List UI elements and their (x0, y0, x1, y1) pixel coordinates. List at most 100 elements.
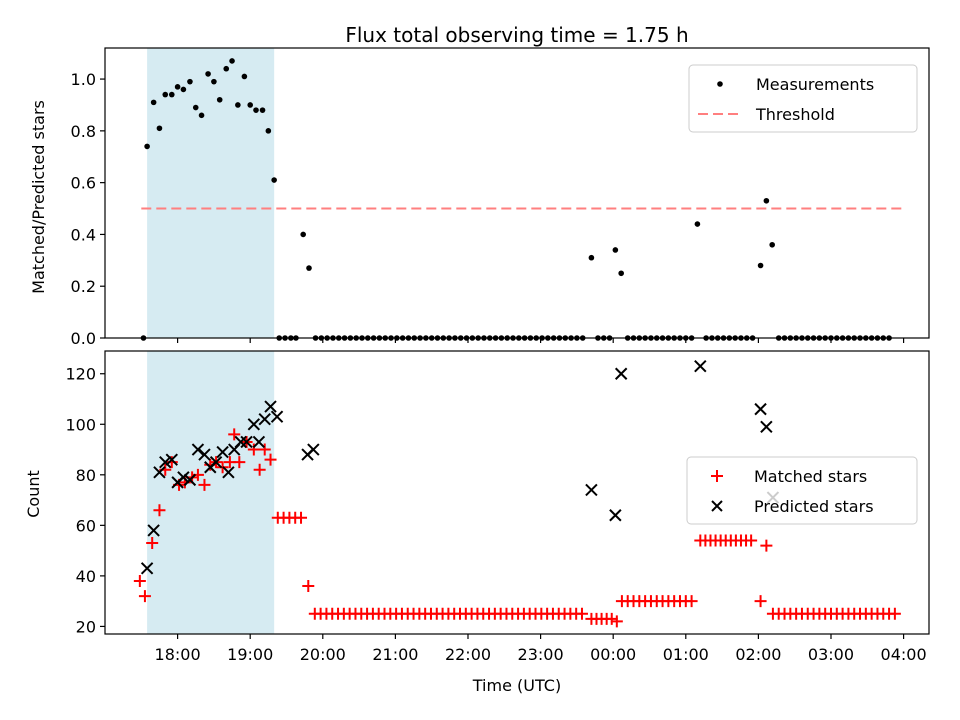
measurement-point (235, 102, 241, 108)
predicted-star-point (234, 435, 247, 449)
bottom-x-tick-label: 23:00 (518, 645, 564, 664)
top-y-tick-label: 0.2 (71, 277, 96, 296)
top-x-ticks (176, 338, 905, 343)
measurement-point (223, 65, 230, 72)
matched-star-point (575, 607, 588, 620)
measurement-point (156, 125, 163, 132)
predicted-star-point (585, 483, 598, 497)
matched-star-point (153, 504, 166, 517)
bottom-y-tick-label: 40 (76, 567, 96, 586)
matched-star-point (138, 590, 151, 603)
measurement-point (265, 128, 272, 134)
measurement-point (259, 107, 266, 113)
measurement-point (198, 112, 205, 119)
legend-measurements-label: Measurements (756, 75, 874, 94)
top-panel: 0.0 0.2 0.4 0.6 0.8 1.0 Matched/Predicted sta… (29, 47, 930, 348)
legend-threshold-label: Threshold (755, 105, 835, 124)
measurement-point (247, 102, 253, 108)
bottom-x-tick-label: 18:00 (155, 645, 201, 664)
legend-predicted-label: Predicted stars (754, 497, 874, 516)
measurement-point (174, 84, 181, 90)
predicted-star-point (183, 473, 197, 487)
predicted-star-point (258, 413, 271, 426)
bottom-x-tick-label: 21:00 (372, 645, 418, 664)
bottom-y-tick-label: 100 (65, 415, 96, 434)
matched-star-point (253, 463, 266, 476)
predicted-star-point (694, 359, 707, 373)
predicted-star-point (252, 435, 266, 449)
top-y-tick-label: 0.4 (71, 225, 96, 244)
predicted-star-point (240, 435, 253, 449)
bottom-x-tick-label: 20:00 (300, 645, 346, 664)
measurement-point (306, 265, 312, 271)
measurement-point (216, 96, 223, 103)
bottom-y-axis-label: Count (24, 470, 43, 518)
predicted-star-point (147, 524, 160, 537)
bottom-predicted-stars (140, 359, 780, 575)
bottom-x-tick-label: 00:00 (590, 645, 636, 664)
bottom-x-tick-label: 19:00 (227, 645, 273, 664)
matched-star-point (685, 595, 698, 608)
predicted-star-point (153, 466, 166, 479)
matched-star-point (228, 428, 241, 441)
measurement-point (588, 254, 595, 261)
predicted-star-point (140, 562, 154, 575)
measurement-point (180, 86, 187, 93)
predicted-star-point (177, 471, 190, 484)
matched-star-point (264, 453, 277, 466)
matched-star-point (233, 456, 246, 469)
matched-star-point (754, 595, 767, 608)
matched-star-point (165, 456, 178, 469)
matched-star-point (610, 615, 623, 628)
top-y-axis-label: Matched/Predicted stars (29, 100, 48, 294)
measurement-point (253, 107, 259, 113)
top-measurements (140, 58, 892, 341)
predicted-star-point (247, 418, 261, 431)
matched-star-point (295, 511, 308, 524)
bottom-matched-stars (133, 428, 901, 628)
bottom-x-ticks: 18:00 19:00 20:00 21:00 22:00 23:00 00:00 01:00… (155, 634, 927, 664)
predicted-star-point (270, 410, 284, 423)
predicted-star-point (760, 420, 773, 434)
predicted-star-point (609, 509, 622, 522)
measurement-point (769, 241, 775, 248)
top-y-ticks: 0.0 0.2 0.4 0.6 0.8 1.0 (71, 70, 105, 348)
matched-star-point (198, 478, 211, 491)
matched-star-point (760, 539, 773, 552)
measurement-point (757, 262, 764, 269)
predicted-star-point (222, 466, 235, 479)
matched-star-point (605, 612, 618, 625)
predicted-star-point (165, 453, 178, 466)
predicted-star-point (191, 443, 205, 456)
measurement-point (211, 78, 217, 85)
measurement-point (168, 91, 175, 98)
bottom-shaded-span (147, 351, 275, 634)
bottom-y-tick-label: 20 (76, 617, 96, 636)
matched-star-point (146, 537, 159, 550)
matched-star-point (745, 534, 758, 547)
predicted-star-point (159, 455, 172, 469)
matched-star-point (302, 579, 315, 592)
top-legend: Measurements Threshold (688, 64, 918, 133)
bottom-panel: 18:00 19:00 20:00 21:00 22:00 23:00 00:00 01:00… (24, 350, 930, 695)
measurement-point (205, 71, 211, 77)
bottom-x-axis-label: Time (UTC) (472, 676, 561, 695)
top-y-tick-label: 0.8 (71, 122, 96, 141)
top-y-tick-label: 0.6 (71, 174, 96, 193)
measurement-point (612, 247, 619, 253)
bottom-y-tick-label: 80 (76, 466, 96, 485)
bottom-x-tick-label: 04:00 (881, 645, 927, 664)
legend-matched-label: Matched stars (754, 467, 867, 486)
bottom-y-tick-label: 120 (65, 365, 96, 384)
predicted-star-point (307, 443, 320, 456)
legend-measurements-marker (717, 81, 723, 87)
bottom-y-tick-label: 60 (76, 516, 96, 535)
measurement-point (763, 197, 770, 204)
bottom-x-tick-label: 01:00 (663, 645, 709, 664)
bottom-y-ticks: 20 40 60 80 100 120 (65, 365, 105, 636)
top-y-tick-label: 0.0 (71, 329, 96, 348)
predicted-star-point (754, 402, 767, 416)
legend-matched-marker (711, 470, 723, 482)
measurement-point (241, 73, 248, 80)
